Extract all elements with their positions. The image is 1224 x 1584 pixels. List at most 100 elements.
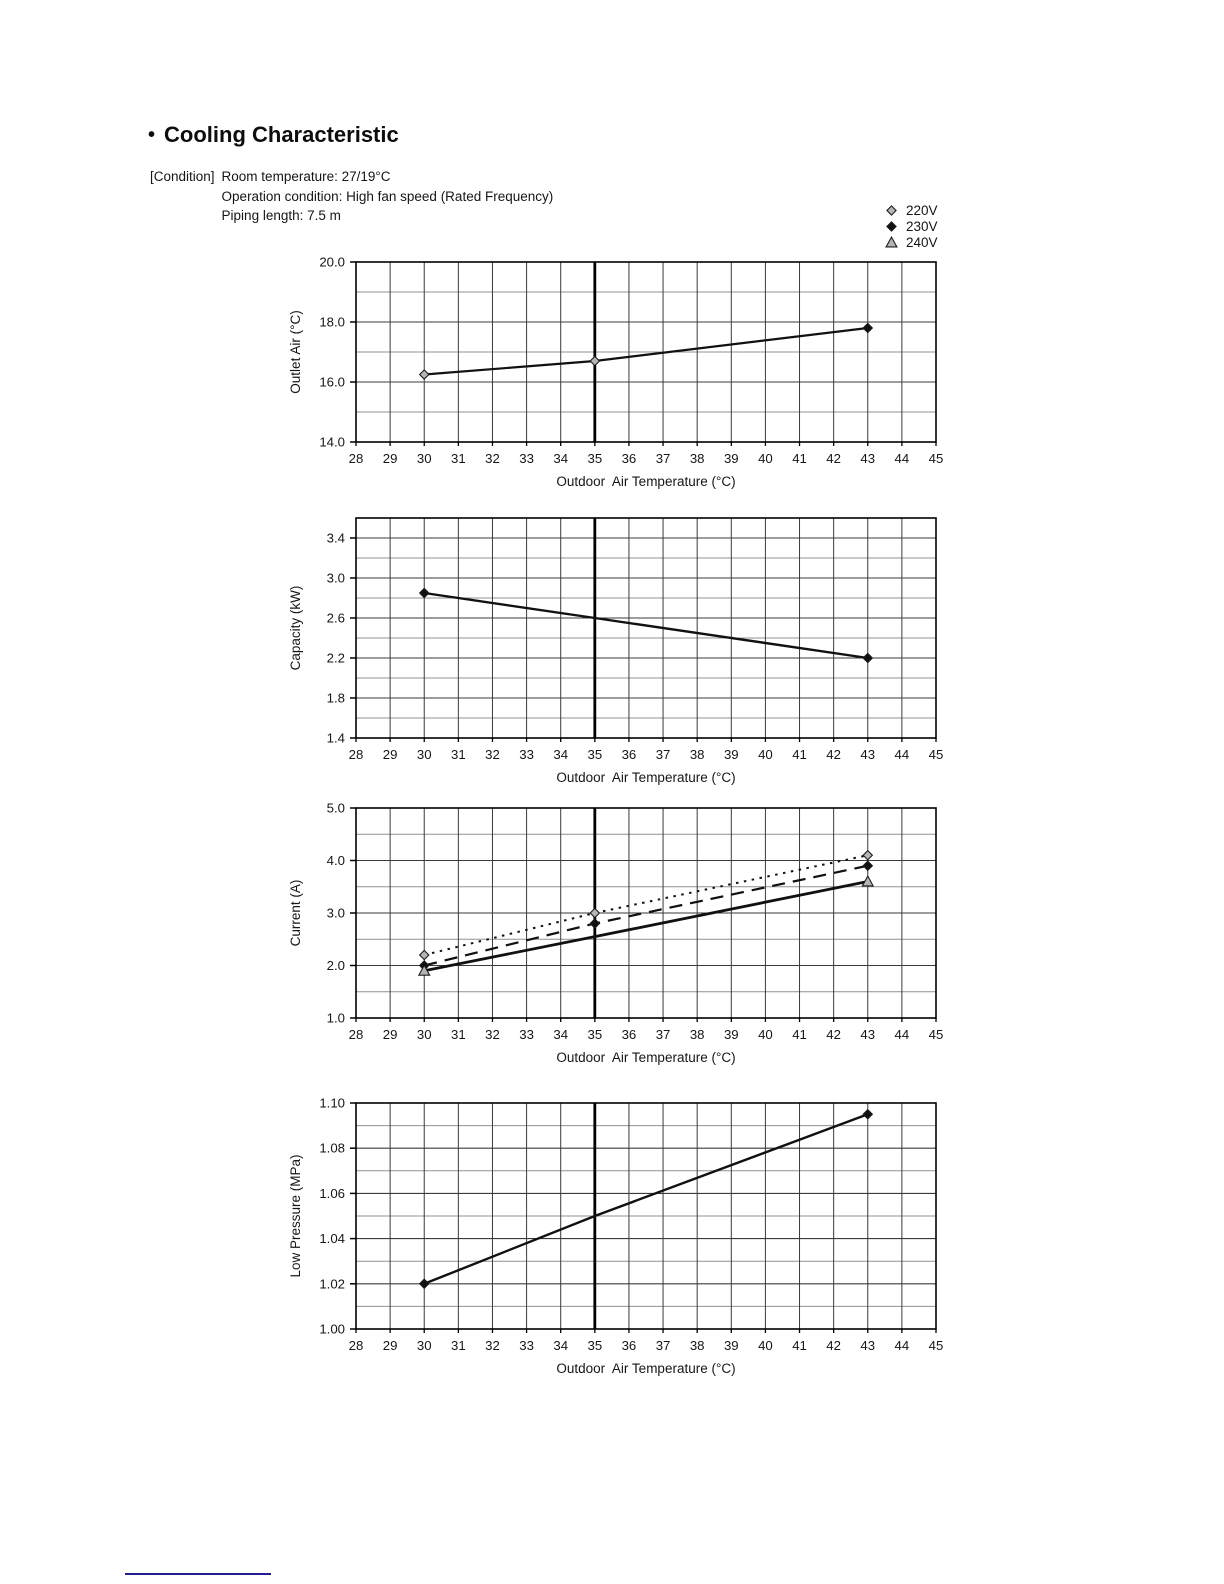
svg-text:16.0: 16.0 xyxy=(319,375,345,390)
diamond-open-icon xyxy=(886,204,897,216)
v-gridlines xyxy=(389,808,903,1018)
svg-text:41: 41 xyxy=(792,747,807,762)
x-axis-title: Outdoor Air Temperature (°C) xyxy=(556,770,735,785)
svg-text:1.10: 1.10 xyxy=(319,1096,345,1111)
svg-text:45: 45 xyxy=(929,451,944,466)
svg-text:31: 31 xyxy=(451,451,466,466)
h-gridlines-minor xyxy=(356,291,936,413)
svg-text:29: 29 xyxy=(383,1027,398,1042)
diamond-black-marker xyxy=(862,322,874,334)
svg-text:43: 43 xyxy=(860,1338,875,1353)
diamond-black-marker xyxy=(862,1108,874,1120)
svg-text:36: 36 xyxy=(622,1027,637,1042)
svg-text:29: 29 xyxy=(383,747,398,762)
v-gridlines xyxy=(389,518,903,738)
svg-text:30: 30 xyxy=(417,451,432,466)
series-230V xyxy=(423,864,868,967)
svg-text:1.06: 1.06 xyxy=(319,1186,345,1201)
diamond-gray-marker xyxy=(886,204,897,216)
svg-text:30: 30 xyxy=(417,747,432,762)
svg-text:34: 34 xyxy=(553,1338,568,1353)
svg-text:18.0: 18.0 xyxy=(319,315,345,330)
chart-capacity: 3.4 3.0 2.6 2.2 1.8 1.4 28 29 30 31 32 33 34 35 36 37 38… xyxy=(276,508,976,799)
x-tick-labels: 28 29 30 31 32 33 34 35 36 37 38 39 40 41 42 43 44 45 xyxy=(349,747,944,762)
svg-text:38: 38 xyxy=(690,1338,705,1353)
svg-text:39: 39 xyxy=(724,747,739,762)
svg-text:43: 43 xyxy=(860,747,875,762)
h-gridlines-major xyxy=(356,1147,936,1285)
h-gridlines-major xyxy=(356,537,936,699)
svg-text:35: 35 xyxy=(587,1338,602,1353)
legend-label: 220V xyxy=(906,202,938,218)
chart-current: 5.0 4.0 3.0 2.0 1.0 28 29 30 31 32 33 34 35 36 37 38 39 4… xyxy=(276,798,976,1079)
svg-text:36: 36 xyxy=(622,1338,637,1353)
series-220V xyxy=(423,854,868,956)
svg-text:2.2: 2.2 xyxy=(327,651,345,666)
svg-text:30: 30 xyxy=(417,1338,432,1353)
svg-text:30: 30 xyxy=(417,1027,432,1042)
svg-text:37: 37 xyxy=(656,747,671,762)
chart-svg-current: 5.0 4.0 3.0 2.0 1.0 28 29 30 31 32 33 34 35 36 37 38 39 4… xyxy=(288,801,943,1066)
svg-text:31: 31 xyxy=(451,1338,466,1353)
svg-text:44: 44 xyxy=(895,1338,910,1353)
svg-text:34: 34 xyxy=(553,451,568,466)
y-tick-labels: 1.10 1.08 1.06 1.04 1.02 1.00 xyxy=(319,1096,345,1337)
tick-marks xyxy=(350,1102,937,1333)
diamond-black-marker xyxy=(418,1278,430,1290)
svg-text:35: 35 xyxy=(587,1027,602,1042)
diamond-gray-marker xyxy=(862,849,874,861)
chart-svg-outlet-air: 20.0 18.0 16.0 14.0 28 29 30 31 32 33 34 35 36 37 38 39… xyxy=(288,255,944,490)
svg-text:20.0: 20.0 xyxy=(319,255,345,270)
svg-text:31: 31 xyxy=(451,1027,466,1042)
h-gridlines-major xyxy=(356,859,936,967)
svg-text:37: 37 xyxy=(656,1338,671,1353)
footer-rule xyxy=(125,1573,271,1576)
svg-text:36: 36 xyxy=(622,451,637,466)
x-tick-labels: 28 29 30 31 32 33 34 35 36 37 38 39 40 41 42 43 44 45 xyxy=(349,1338,944,1353)
svg-text:32: 32 xyxy=(485,1027,500,1042)
y-tick-labels: 3.4 3.0 2.6 2.2 1.8 1.4 xyxy=(327,531,345,746)
svg-text:37: 37 xyxy=(656,1027,671,1042)
svg-text:41: 41 xyxy=(792,1338,807,1353)
diamond-black-marker xyxy=(862,652,874,664)
svg-text:34: 34 xyxy=(553,1027,568,1042)
svg-text:38: 38 xyxy=(690,747,705,762)
y-axis-title: Capacity (kW) xyxy=(288,586,303,671)
svg-text:1.00: 1.00 xyxy=(319,1322,345,1337)
svg-text:2.6: 2.6 xyxy=(327,611,345,626)
x-axis-title: Outdoor Air Temperature (°C) xyxy=(556,1050,735,1065)
condition-block: [Condition] Room temperature: 27/19°C Op… xyxy=(150,167,553,226)
x-axis-title: Outdoor Air Temperature (°C) xyxy=(556,1361,735,1376)
svg-text:1.08: 1.08 xyxy=(319,1141,345,1156)
svg-text:1.02: 1.02 xyxy=(319,1276,345,1291)
svg-text:3.4: 3.4 xyxy=(327,531,345,546)
markers-low-pressure-all-voltages xyxy=(418,1108,874,1290)
svg-text:1.8: 1.8 xyxy=(327,691,345,706)
markers-240V xyxy=(417,874,875,976)
x-tick-labels: 28 29 30 31 32 33 34 35 36 37 38 39 40 41 42 43 44 45 xyxy=(349,451,944,466)
svg-text:33: 33 xyxy=(519,747,534,762)
svg-text:28: 28 xyxy=(349,451,364,466)
tick-marks xyxy=(350,261,937,446)
series-outlet-air-all-voltages xyxy=(424,326,868,376)
page-title: • Cooling Characteristic xyxy=(148,122,399,148)
svg-text:28: 28 xyxy=(349,747,364,762)
x-axis-title: Outdoor Air Temperature (°C) xyxy=(556,474,735,489)
svg-text:40: 40 xyxy=(758,747,773,762)
y-axis-title: Outlet Air (°C) xyxy=(288,310,303,393)
svg-text:3.0: 3.0 xyxy=(327,906,345,921)
legend-label: 240V xyxy=(906,235,938,251)
markers-capacity-all-voltages xyxy=(418,587,874,664)
svg-text:38: 38 xyxy=(690,1027,705,1042)
plot-border xyxy=(355,1102,937,1330)
h-gridlines-minor xyxy=(356,1125,936,1307)
svg-text:1.0: 1.0 xyxy=(327,1011,345,1026)
svg-text:42: 42 xyxy=(826,747,841,762)
svg-text:32: 32 xyxy=(485,451,500,466)
svg-text:45: 45 xyxy=(929,747,944,762)
triangle-icon xyxy=(885,236,898,248)
y-tick-labels: 20.0 18.0 16.0 14.0 xyxy=(319,255,345,450)
svg-text:44: 44 xyxy=(895,747,910,762)
diamond-black-marker xyxy=(589,918,601,929)
diamond-gray-marker xyxy=(589,355,601,367)
